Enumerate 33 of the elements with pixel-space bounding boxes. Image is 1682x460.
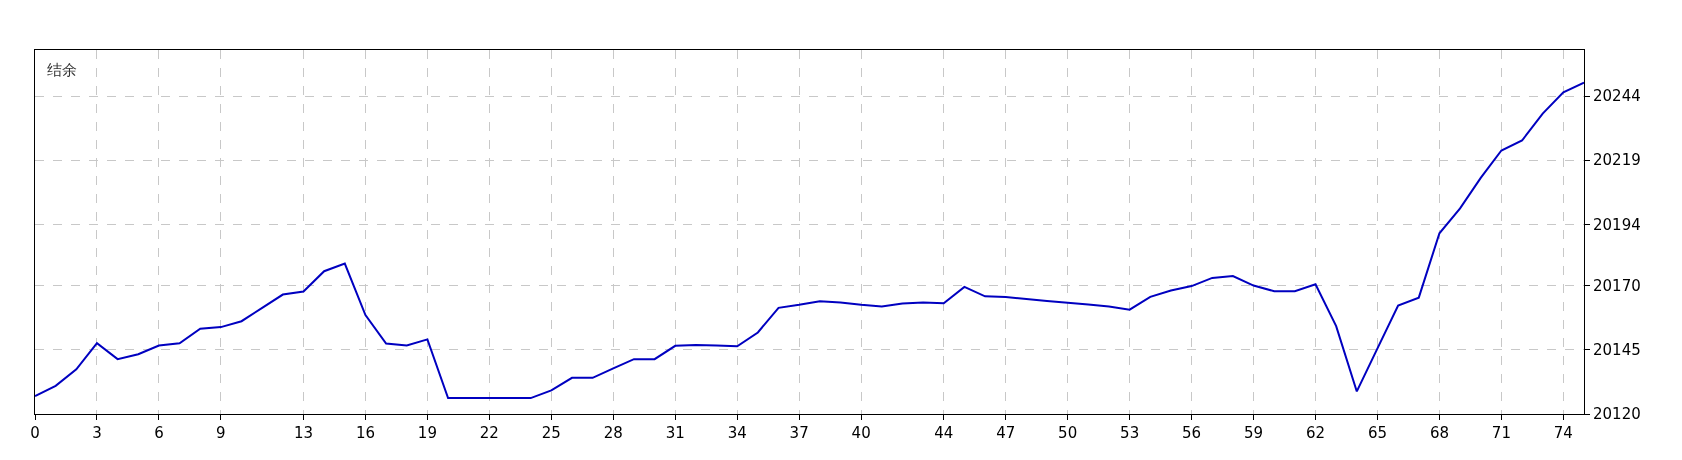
x-tick-label: 65 (1367, 424, 1388, 442)
x-tick-label: 50 (1058, 424, 1078, 442)
y-tick-label: 20145 (1593, 341, 1641, 360)
x-tick-label: 37 (789, 424, 809, 442)
y-tick-label: 20194 (1593, 215, 1641, 234)
x-tick-label: 40 (851, 424, 871, 442)
y-tick-label: 20120 (1593, 405, 1641, 424)
x-tick-label: 74 (1553, 424, 1573, 442)
x-tick-label: 25 (541, 424, 561, 442)
x-tick-label: 13 (293, 424, 314, 442)
x-tick-label: 34 (727, 424, 747, 442)
y-tick-label: 20219 (1593, 151, 1641, 170)
x-tick-label: 68 (1429, 424, 1449, 442)
x-tick-label: 6 (154, 424, 164, 442)
x-tick-label: 53 (1120, 424, 1140, 442)
x-tick-label: 9 (216, 424, 226, 442)
text: 结余 (47, 60, 78, 79)
x-tick-label: 31 (665, 424, 685, 442)
x-tick-label: 44 (934, 424, 954, 442)
x-tick-label: 62 (1305, 424, 1326, 442)
x-tick-label: 71 (1491, 424, 1511, 442)
x-tick-label: 19 (417, 424, 437, 442)
x-tick-label: 47 (996, 424, 1016, 442)
x-tick-label: 0 (30, 424, 40, 442)
x-tick-label: 59 (1244, 424, 1264, 442)
x-tick-label: 28 (603, 424, 623, 442)
x-tick-label: 16 (355, 424, 375, 442)
line-series (35, 81, 1584, 400)
x-tick-label: 3 (92, 424, 102, 442)
y-tick-label: 20170 (1593, 277, 1641, 296)
x-tick-label: 56 (1182, 424, 1202, 442)
y-tick-label: 20244 (1593, 87, 1641, 106)
x-tick-label: 22 (479, 424, 499, 442)
